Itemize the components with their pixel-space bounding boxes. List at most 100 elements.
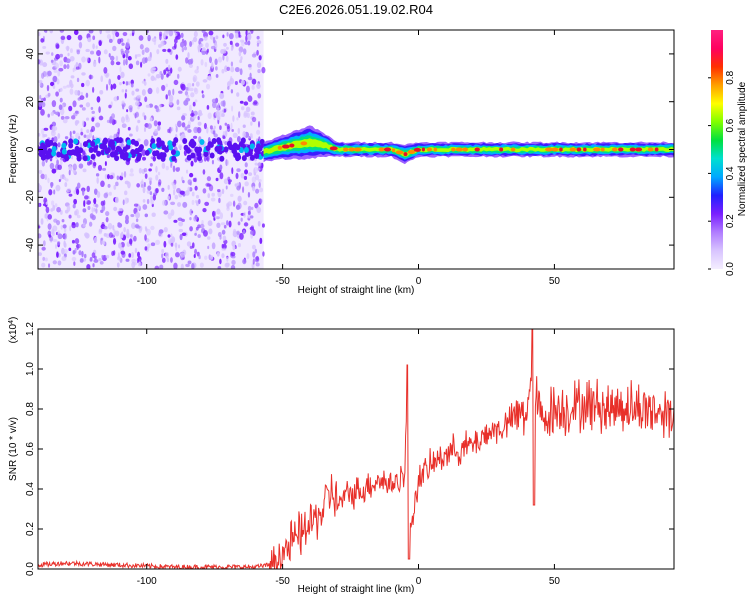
- spectrogram-noise-blob: [234, 183, 238, 187]
- spectrogram-band-peak: [600, 147, 605, 152]
- spectrogram-noise-blob: [86, 185, 90, 193]
- spectrogram-noise-blob: [153, 120, 158, 127]
- spectrogram-noise-blob: [105, 83, 109, 91]
- spectrogram-noise-blob: [91, 117, 95, 122]
- spectrogram-noise-blob: [228, 181, 231, 185]
- spectrogram-noise-blob: [110, 172, 115, 176]
- spectrogram-noise-blob: [69, 48, 73, 53]
- spectrogram-noise-blob: [226, 220, 229, 226]
- spectrogram-noise-blob: [77, 34, 83, 41]
- spectrogram-noise-blob: [72, 204, 76, 209]
- spectrogram-noise-blob: [91, 207, 94, 213]
- snr-ytick-label: 1.0: [25, 362, 36, 376]
- spectrogram-band-peak: [421, 147, 426, 152]
- spectrogram-noise-blob: [72, 130, 76, 134]
- spectrogram-noise-blob: [96, 96, 101, 103]
- spectrogram-noise-blob: [243, 110, 248, 117]
- spectrogram-noise-blob: [211, 101, 217, 109]
- spectrogram-noise-blob: [108, 78, 112, 86]
- spectrogram-band-layer: [263, 135, 674, 158]
- spectrogram-noise-blob: [188, 63, 193, 68]
- spectrogram-band-peak: [611, 147, 618, 152]
- spectrogram-noise-blob: [223, 224, 227, 229]
- spectrogram-noise-blob: [56, 78, 60, 85]
- spectrogram-noise-blob: [108, 191, 112, 196]
- spectrogram-noise-blob: [161, 162, 166, 169]
- spectrogram-noise-blob: [124, 190, 128, 196]
- spectrogram-noise-blob: [219, 164, 223, 171]
- spectrogram-noise-blob: [40, 173, 45, 180]
- spectrogram-noise-blob: [52, 260, 57, 265]
- spectrogram-noise-band-blob: [64, 155, 70, 162]
- spectrogram-noise-band-blob: [51, 150, 57, 157]
- spectrogram-noise-blob: [177, 66, 182, 72]
- spectrogram-noise-blob: [255, 174, 260, 181]
- snr-xtick-label: -50: [275, 576, 290, 587]
- spectrogram-band-peak: [551, 147, 559, 152]
- spectrogram-noise-blob: [232, 245, 236, 251]
- spectrogram-noise-blob: [254, 202, 259, 209]
- spectrogram-noise-blob: [163, 69, 167, 75]
- spectrogram-noise-blob: [82, 168, 87, 173]
- spectrogram-noise-blob: [143, 126, 147, 133]
- spectrogram-noise-blob: [192, 101, 196, 107]
- spectrogram-noise-band-blob: [73, 138, 79, 145]
- spectrogram-noise-band-blob: [152, 150, 158, 157]
- spectrogram-noise-blob: [80, 131, 84, 136]
- spectrogram-noise-blob: [147, 56, 152, 62]
- spectrogram-noise-blob: [93, 198, 96, 204]
- spectrogram-noise-blob: [38, 252, 42, 256]
- spectrogram-noise-blob: [128, 63, 134, 70]
- spectrogram-noise-blob: [227, 201, 233, 207]
- spectrogram-noise-blob: [81, 250, 84, 258]
- spectrogram-noise-blob: [106, 174, 110, 180]
- spectrogram-noise-blob: [215, 216, 220, 220]
- spectrogram-noise-band-blob: [68, 142, 74, 149]
- snr-ylabel: SNR (10 * v/v): [8, 417, 19, 481]
- spectrogram-noise-blob: [203, 122, 207, 130]
- spectrogram-noise-blob: [189, 208, 193, 216]
- spectrogram-noise-blob: [244, 169, 249, 175]
- snr-xlabel: Height of straight line (km): [298, 584, 415, 595]
- spectrogram-noise-blob: [54, 203, 58, 208]
- spectrogram-band-peak: [403, 152, 408, 157]
- spectrogram-noise-blob: [89, 74, 92, 80]
- spectrogram-noise-blob: [140, 184, 144, 188]
- spectrogram-noise-blob: [71, 239, 75, 244]
- spectrogram-noise-blob: [143, 167, 148, 173]
- spectrogram-noise-blob: [262, 251, 265, 257]
- spectrogram-noise-blob: [176, 106, 181, 111]
- spectrogram-noise-blob: [224, 262, 230, 268]
- spectrogram-noise-blob: [175, 54, 179, 60]
- spectrogram-noise-blob: [194, 69, 199, 74]
- spectrogram-noise-blob: [179, 190, 185, 195]
- spectrogram-noise-blob: [57, 260, 62, 266]
- spectrogram-noise-blob: [38, 80, 43, 84]
- spectrogram-noise-blob: [194, 232, 197, 236]
- spectrogram-noise-blob: [83, 253, 87, 259]
- spectrogram-noise-blob: [227, 86, 230, 90]
- spectrogram-noise-blob: [211, 159, 214, 165]
- spectrogram-noise-blob: [249, 226, 255, 231]
- spectrogram-noise-blob: [150, 75, 155, 82]
- spectrogram-noise-blob: [179, 233, 183, 241]
- spectrogram-noise-blob: [138, 35, 144, 41]
- spectrogram-noise-blob: [71, 155, 74, 160]
- spectrogram-noise-blob: [189, 226, 193, 232]
- spectrogram-noise-blob: [202, 79, 208, 83]
- spectrogram-band-peak: [451, 147, 456, 152]
- spectrogram-noise-blob: [189, 41, 193, 47]
- spectrogram-noise-band-blob: [167, 140, 173, 147]
- spectrogram-noise-blob: [219, 172, 224, 180]
- spectrogram-noise-blob: [68, 214, 72, 219]
- spectrogram-noise-blob: [41, 246, 46, 251]
- spectrogram-noise-blob: [251, 116, 257, 123]
- spectrogram-noise-blob: [194, 248, 198, 255]
- spectrogram-noise-blob: [150, 67, 156, 71]
- spectrogram-noise-blob: [223, 239, 228, 245]
- spectrogram-noise-blob: [68, 164, 73, 172]
- spectrogram-noise-blob: [133, 203, 139, 207]
- spectrogram-noise-blob: [90, 106, 94, 111]
- spectrogram-noise-blob: [178, 90, 183, 94]
- spectrogram-noise-blob: [73, 261, 76, 266]
